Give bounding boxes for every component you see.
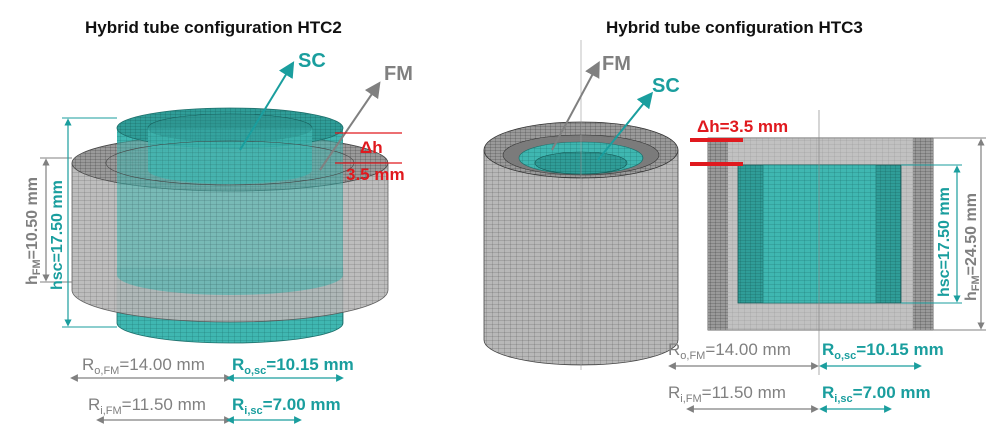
delta-h-label-2: Δh=3.5 mm bbox=[697, 117, 788, 136]
delta-h-label: Δh bbox=[360, 138, 383, 157]
htc2-tube-model bbox=[71, 107, 389, 344]
hsc-label-2: hsc=17.50 mm bbox=[936, 187, 953, 297]
fm-arrow bbox=[319, 81, 381, 171]
r-i-sc-label-2: Ri,sc=7.00 mm bbox=[822, 383, 931, 405]
fm-arrow-2 bbox=[551, 60, 600, 151]
r-o-fm-label-2: Ro,FM=14.00 mm bbox=[668, 340, 791, 362]
hfm-label-2: hFM=24.50 mm bbox=[963, 193, 982, 301]
panel-title: Hybrid tube configuration HTC2 bbox=[85, 18, 342, 37]
panel-title-2: Hybrid tube configuration HTC3 bbox=[606, 18, 863, 37]
hsc-label: hsc=17.50 mm bbox=[49, 180, 66, 290]
fm-label: FM bbox=[384, 63, 413, 85]
r-o-sc-label-2: Ro,sc=10.15 mm bbox=[822, 340, 944, 362]
sc-arrow-2 bbox=[597, 91, 654, 161]
fm-label-2: FM bbox=[602, 53, 631, 75]
r-i-fm-label-2: Ri,FM=11.50 mm bbox=[668, 383, 786, 405]
sc-label-2: SC bbox=[652, 75, 680, 97]
r-o-sc-label: Ro,sc=10.15 mm bbox=[232, 355, 354, 377]
r-i-fm-label: Ri,FM=11.50 mm bbox=[88, 395, 206, 417]
r-i-sc-label: Ri,sc=7.00 mm bbox=[232, 395, 341, 417]
delta-h-value: 3.5 mm bbox=[346, 165, 405, 184]
htc3-tube-model bbox=[483, 40, 679, 370]
sc-label: SC bbox=[298, 50, 326, 72]
htc3-cross-section bbox=[707, 110, 934, 375]
sc-arrow bbox=[239, 61, 295, 151]
r-o-fm-label: Ro,FM=14.00 mm bbox=[82, 355, 205, 377]
hfm-label: hFM=10.50 mm bbox=[24, 177, 43, 285]
